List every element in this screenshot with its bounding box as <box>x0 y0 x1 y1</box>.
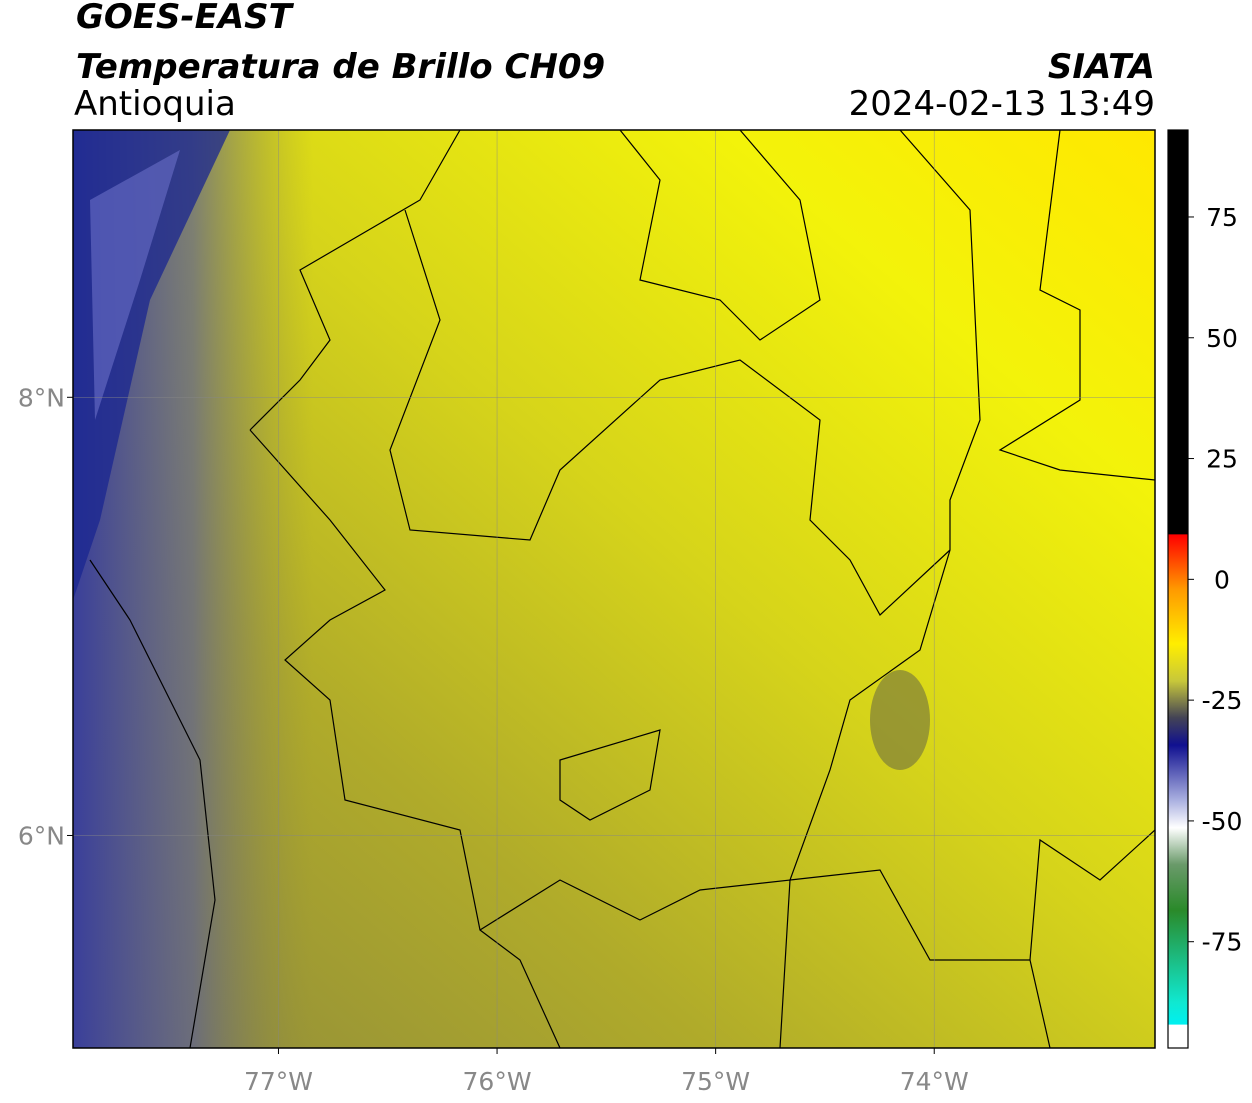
colorbar-tick-label: 75 <box>1206 203 1238 232</box>
map-image <box>73 130 1155 1048</box>
y-tick-label: 8°N <box>18 383 65 412</box>
subtitle: Temperatura de Brillo CH09 <box>76 47 605 87</box>
grid <box>73 130 1155 1048</box>
title: GOES-EAST <box>76 0 295 37</box>
x-tick-label: 77°W <box>244 1067 313 1096</box>
timestamp: 2024-02-13 13:49 <box>849 84 1155 124</box>
x-tick-label: 74°W <box>900 1067 969 1096</box>
colorbar-tick-label: -50 <box>1202 807 1243 836</box>
colorbar-tick-label: 50 <box>1206 324 1238 353</box>
x-tick-label: 75°W <box>681 1067 750 1096</box>
colorbar-tick-label: 0 <box>1214 565 1230 594</box>
colorbar-tick-label: 25 <box>1206 445 1238 474</box>
y-tick-label: 6°N <box>18 821 65 850</box>
source: SIATA <box>1048 47 1155 87</box>
map-frame <box>72 129 1156 1049</box>
x-tick-label: 76°W <box>463 1067 532 1096</box>
colorbar-tick-label: -25 <box>1202 686 1243 715</box>
region: Antioquia <box>74 84 236 124</box>
colorbar <box>1167 129 1189 1049</box>
colorbar-tick-label: -75 <box>1202 928 1243 957</box>
